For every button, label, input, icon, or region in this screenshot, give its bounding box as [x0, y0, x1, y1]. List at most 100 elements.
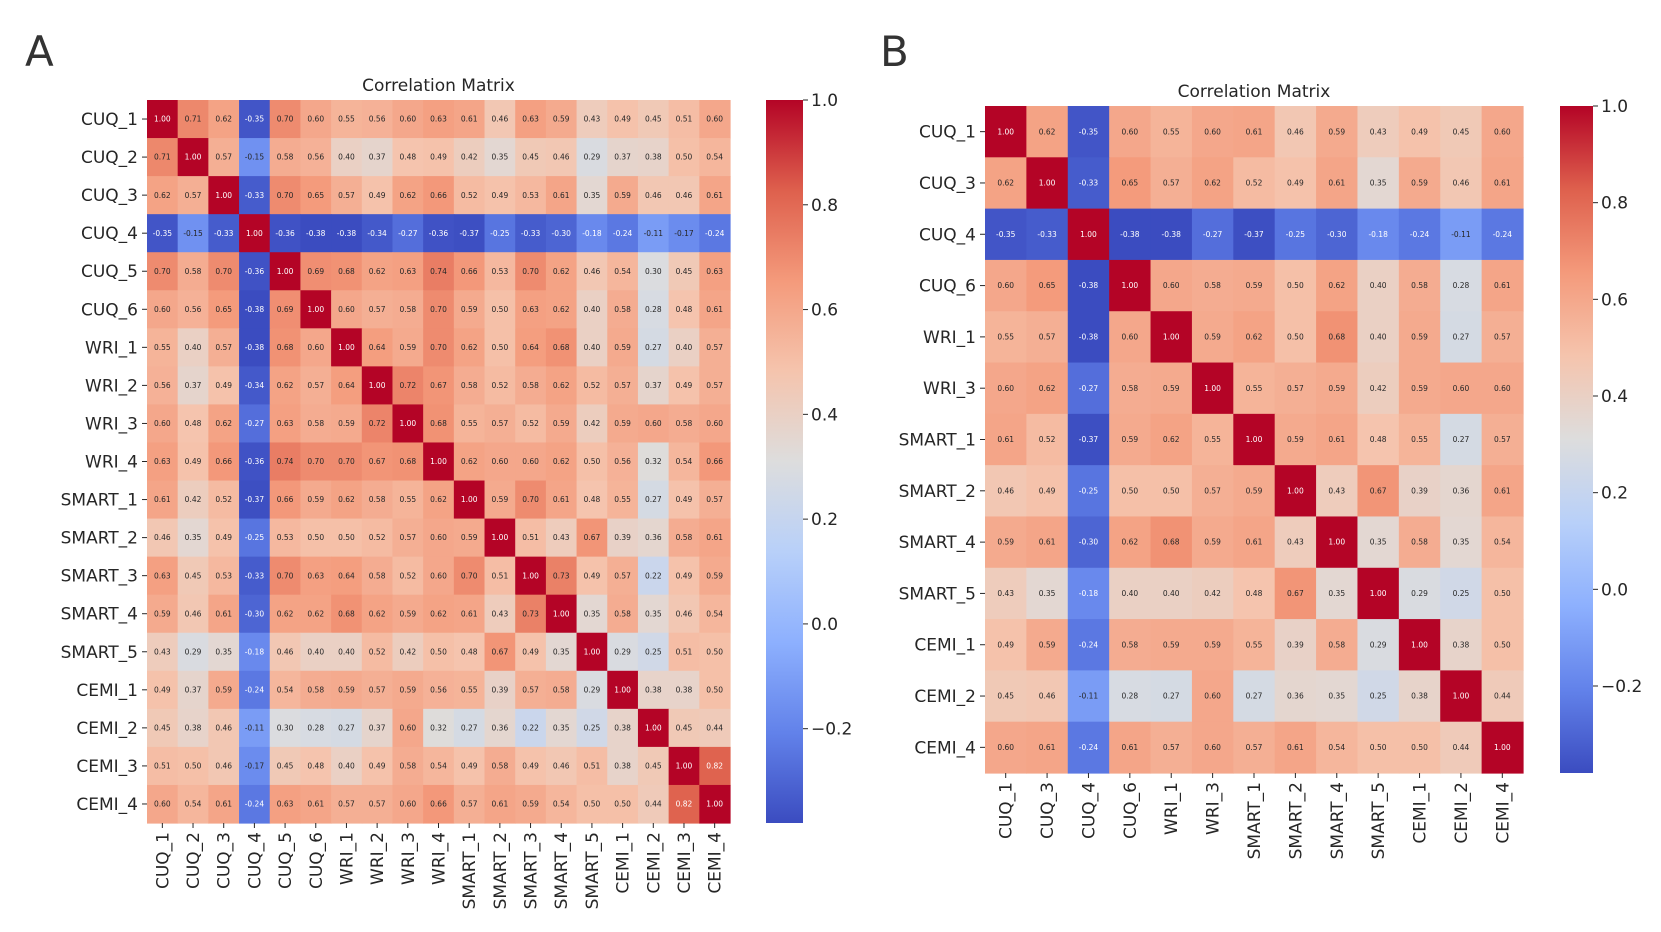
cell-value-label: 0.58	[614, 305, 631, 314]
heatmap-cell	[1150, 362, 1193, 415]
cell-value-label: 1.00	[706, 800, 723, 809]
heatmap-cell	[545, 138, 578, 177]
cell-value-label: 0.61	[1494, 281, 1511, 290]
heatmap-cell	[637, 556, 670, 596]
cell-value-label: 0.60	[522, 457, 539, 466]
cell-value-label: 0.52	[399, 571, 416, 580]
heatmap-cell	[1233, 465, 1276, 518]
heatmap-cell	[637, 784, 670, 824]
heatmap-cell	[1026, 516, 1069, 569]
cell-value-label: 1.00	[1328, 538, 1345, 547]
cell-value-label: 0.60	[1121, 127, 1138, 136]
heatmap-cell	[208, 442, 240, 482]
cell-value-label: 0.59	[399, 343, 416, 352]
heatmap-cell	[1150, 259, 1193, 312]
cell-value-label: 0.63	[307, 571, 324, 580]
cell-value-label: 0.29	[584, 685, 601, 694]
cell-value-label: 0.35	[553, 723, 570, 732]
cell-value-label: 0.61	[997, 435, 1014, 444]
cell-value-label: 0.60	[430, 533, 447, 542]
heatmap-cell	[668, 100, 700, 139]
cell-value-label: 0.46	[584, 267, 601, 276]
y-tick-label: CUQ_3	[919, 174, 976, 194]
cell-value-label: 0.57	[1494, 333, 1511, 342]
heatmap-cell	[1481, 721, 1524, 774]
heatmap-cell	[147, 138, 179, 177]
cell-value-label: -0.38	[1079, 333, 1099, 342]
heatmap-cell	[453, 100, 486, 139]
cell-value-label: 0.54	[676, 457, 693, 466]
cell-value-label: 0.60	[399, 115, 416, 124]
cell-value-label: 0.46	[553, 762, 570, 771]
cell-value-label: 0.62	[277, 381, 294, 390]
heatmap-cell	[985, 362, 1027, 415]
cell-value-label: -0.33	[521, 229, 541, 238]
cell-value-label: 0.59	[614, 191, 631, 200]
cell-value-label: 0.61	[461, 609, 478, 618]
heatmap-cell	[1109, 362, 1152, 415]
heatmap-cell	[392, 404, 424, 444]
cell-value-label: 0.58	[277, 153, 294, 162]
heatmap-cell	[576, 404, 608, 444]
cell-value-label: -0.11	[1451, 230, 1471, 239]
cell-value-label: 0.57	[185, 191, 202, 200]
heatmap-cell	[147, 632, 179, 672]
heatmap-cell	[392, 366, 424, 406]
cell-value-label: 0.50	[430, 647, 447, 656]
heatmap-cell	[269, 670, 302, 710]
heatmap-cell	[300, 100, 332, 139]
heatmap-cell	[1067, 619, 1110, 671]
heatmap-cell	[208, 632, 240, 672]
cell-value-label: 0.42	[584, 419, 601, 428]
cell-value-label: 0.63	[522, 305, 539, 314]
cell-value-label: 1.00	[277, 267, 294, 276]
cell-value-label: 0.59	[1121, 435, 1138, 444]
heatmap-cell	[607, 632, 639, 672]
heatmap-cell	[1109, 516, 1152, 569]
cell-value-label: 0.57	[1287, 384, 1304, 393]
heatmap-cell	[515, 252, 547, 291]
cell-value-label: -0.35	[1079, 127, 1099, 136]
heatmap-cell	[423, 290, 455, 329]
heatmap-cell	[607, 594, 639, 634]
heatmap-cell	[361, 100, 394, 139]
heatmap-cell	[515, 138, 547, 177]
heatmap-cell	[699, 556, 731, 596]
heatmap-cell	[423, 328, 455, 367]
heatmap-cell	[1109, 259, 1152, 312]
heatmap-cell	[699, 404, 731, 444]
heatmap-cell	[177, 708, 209, 748]
cell-value-label: 0.62	[1039, 384, 1056, 393]
heatmap-cell	[1067, 465, 1110, 518]
cell-value-label: 0.66	[215, 457, 232, 466]
heatmap-cell	[985, 311, 1027, 364]
cell-value-label: 0.57	[369, 800, 386, 809]
heatmap-cell	[1067, 567, 1110, 620]
cell-value-label: 0.70	[522, 267, 539, 276]
cell-value-label: 0.58	[676, 419, 693, 428]
colorbar-tick-label: 0.0	[1601, 580, 1628, 600]
cell-value-label: 0.60	[399, 723, 416, 732]
heatmap-cell	[269, 632, 302, 672]
heatmap-cell	[668, 670, 700, 710]
cell-value-label: 0.62	[1246, 333, 1263, 342]
cell-value-label: 0.62	[338, 495, 355, 504]
heatmap-cell	[147, 290, 179, 329]
cell-value-label: 0.45	[522, 153, 539, 162]
heatmap-cell	[269, 366, 302, 406]
colorbar-tick-label: 1.0	[1601, 97, 1628, 117]
cell-value-label: 0.59	[706, 571, 723, 580]
heatmap-cell	[1440, 619, 1483, 671]
cell-value-label: 0.37	[645, 381, 662, 390]
heatmap-cell	[668, 480, 700, 520]
heatmap-cell	[515, 214, 547, 253]
cell-value-label: 0.59	[1246, 486, 1263, 495]
heatmap-cell	[177, 480, 209, 520]
cell-value-label: 1.00	[997, 127, 1014, 136]
cell-value-label: 0.73	[522, 609, 539, 618]
heatmap-cell	[1481, 362, 1524, 415]
cell-value-label: 0.46	[997, 486, 1014, 495]
cell-value-label: 0.46	[154, 533, 171, 542]
heatmap-cell	[1067, 413, 1110, 466]
cell-value-label: 0.49	[1287, 179, 1304, 188]
